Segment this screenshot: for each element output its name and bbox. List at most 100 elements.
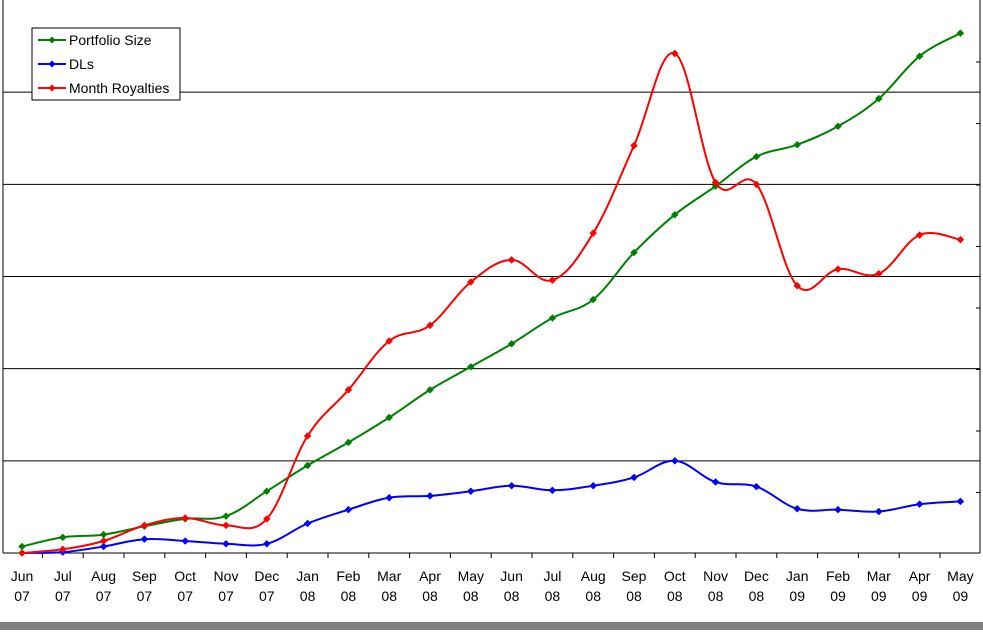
data-point <box>752 180 761 189</box>
data-point <box>222 512 230 520</box>
series-month-royalties <box>18 49 965 557</box>
data-point <box>303 461 312 470</box>
x-tick-label-month: Jan <box>786 568 809 584</box>
x-tick-label-month: Nov <box>214 568 239 584</box>
data-point <box>58 545 67 554</box>
data-point <box>793 504 802 513</box>
data-point <box>222 539 230 548</box>
x-tick-label-year: 09 <box>953 588 969 604</box>
x-tick-label-year: 07 <box>96 588 112 604</box>
series-dls <box>18 456 965 557</box>
data-point <box>58 533 67 542</box>
axes <box>2 0 981 558</box>
x-tick-label-year: 07 <box>55 588 71 604</box>
data-point <box>385 413 394 422</box>
x-tick-label-month: Feb <box>336 568 360 584</box>
data-point <box>548 276 557 285</box>
data-point <box>670 210 679 219</box>
x-tick-label-year: 08 <box>341 588 357 604</box>
data-point <box>670 49 679 58</box>
data-point <box>344 386 353 394</box>
data-point <box>181 514 190 522</box>
data-point <box>834 505 842 514</box>
data-point <box>385 493 394 502</box>
x-tick-label-month: May <box>947 568 973 584</box>
x-tick-label-month: Dec <box>744 568 769 584</box>
data-point <box>630 473 638 482</box>
x-tick-label-year: 09 <box>912 588 928 604</box>
data-point <box>466 278 475 286</box>
legend-label: DLs <box>69 56 94 72</box>
data-point <box>222 521 230 530</box>
data-point <box>181 537 190 545</box>
x-tick-label-year: 08 <box>585 588 601 604</box>
gridlines <box>3 91 980 462</box>
data-point <box>915 231 924 239</box>
x-tick-label-month: Mar <box>377 568 401 584</box>
data-point <box>426 386 434 394</box>
legend: Portfolio Size DLs Month Royalties <box>31 27 181 101</box>
data-point <box>589 295 598 304</box>
x-tick-label-year: 08 <box>545 588 561 604</box>
x-tick-label-month: Dec <box>254 568 279 584</box>
data-point <box>915 500 924 509</box>
x-tick-label-month: Nov <box>703 568 728 584</box>
data-point <box>466 362 475 371</box>
x-tick-label-month: Jun <box>500 568 523 584</box>
data-point <box>793 281 802 290</box>
x-tick-label-year: 08 <box>504 588 520 604</box>
data-point <box>99 537 108 545</box>
data-point <box>385 337 394 345</box>
data-point <box>874 94 883 103</box>
data-point <box>344 505 353 514</box>
legend-entry-dls: DLs <box>38 56 94 72</box>
x-tick-label-year: 08 <box>626 588 642 604</box>
data-point <box>956 235 965 244</box>
x-tick-label-month: Oct <box>174 568 196 584</box>
x-tick-label-month: Sep <box>622 568 647 584</box>
data-point <box>589 481 598 490</box>
data-point <box>874 507 883 516</box>
x-tick-label-year: 09 <box>830 588 846 604</box>
x-tick-label-month: Mar <box>867 568 891 584</box>
series-line-month-royalties <box>21 52 961 554</box>
legend-label: Portfolio Size <box>69 32 152 48</box>
x-tick-label-year: 07 <box>259 588 275 604</box>
x-tick-label-month: May <box>458 568 484 584</box>
data-point <box>426 492 434 500</box>
x-tick-label-month: Jan <box>296 568 319 584</box>
data-point <box>140 521 149 530</box>
series-portfolio-size <box>18 29 965 551</box>
bottom-border-bar <box>0 622 983 630</box>
data-point <box>99 530 108 539</box>
data-point <box>874 269 883 278</box>
x-tick-label-year: 07 <box>177 588 193 604</box>
data-point <box>262 515 271 523</box>
data-point <box>507 256 516 264</box>
data-point <box>589 229 598 238</box>
legend-label: Month Royalties <box>69 80 169 96</box>
data-point <box>303 432 312 440</box>
x-tick-label-month: Aug <box>581 568 606 584</box>
x-tick-label-month: Feb <box>826 568 850 584</box>
series-line-dls <box>21 459 961 554</box>
data-point <box>18 542 26 551</box>
data-point <box>262 487 271 496</box>
x-tick-label-year: 09 <box>789 588 805 604</box>
x-tick-label-month: Oct <box>664 568 686 584</box>
x-tick-label-month: Aug <box>91 568 116 584</box>
legend-swatch-marker <box>48 36 56 44</box>
x-tick-label-year: 07 <box>137 588 153 604</box>
data-point <box>466 487 475 496</box>
data-point <box>262 539 271 548</box>
data-point <box>630 141 638 150</box>
x-tick-label-month: Jul <box>543 568 561 584</box>
data-point <box>915 52 924 61</box>
data-point <box>752 482 761 491</box>
data-point <box>18 549 26 557</box>
data-point <box>711 478 720 486</box>
data-point <box>303 519 312 528</box>
series-lines <box>18 29 965 557</box>
